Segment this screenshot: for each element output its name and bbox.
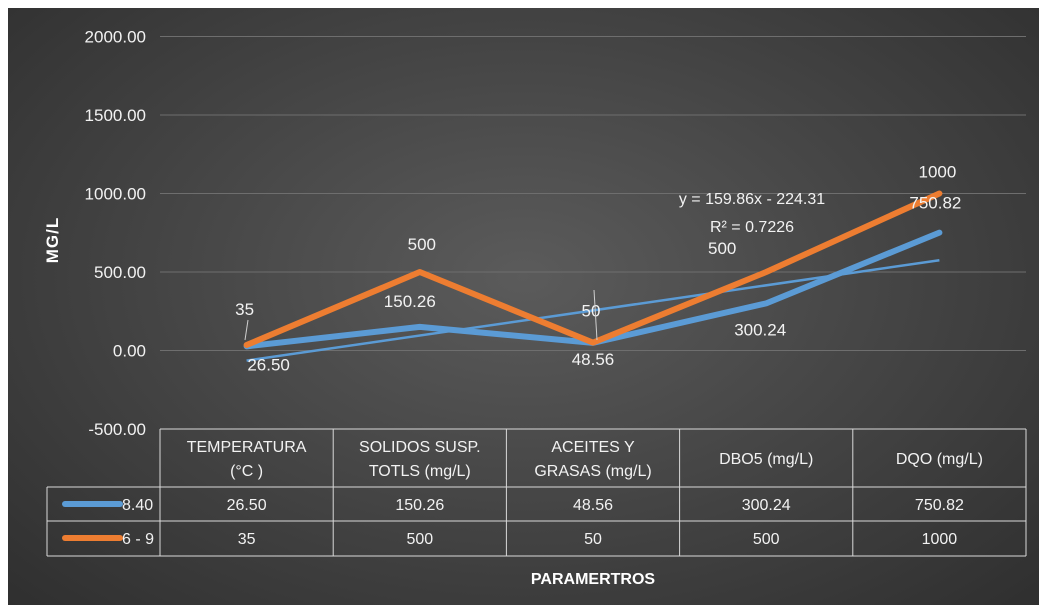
y-axis-title: MG/L — [43, 217, 62, 264]
data-label: 150.26 — [384, 292, 436, 311]
data-label: 35 — [235, 300, 254, 319]
category-label: DBO5 (mg/L) — [719, 451, 813, 468]
leader-line — [593, 289, 598, 341]
legend-label: 6 - 9 — [122, 531, 154, 548]
category-label: (°C ) — [230, 463, 263, 480]
category-label: DQO (mg/L) — [896, 451, 983, 468]
category-label: ACEITES Y — [551, 439, 635, 456]
table-value: 300.24 — [742, 497, 791, 514]
series-line-1 — [243, 229, 943, 350]
category-label: TEMPERATURA — [187, 439, 307, 456]
table-value: 750.82 — [915, 497, 964, 514]
y-tick-label: 2000.00 — [85, 28, 146, 47]
table-value: 50 — [584, 531, 602, 548]
data-label: 300.24 — [734, 320, 786, 339]
leader-line — [244, 319, 249, 341]
data-label: 26.50 — [247, 355, 290, 374]
series-line-2 — [243, 190, 943, 349]
table-value: 500 — [406, 531, 433, 548]
x-axis-title: PARAMERTROS — [531, 571, 655, 588]
y-tick-label: 1000.00 — [85, 185, 146, 204]
data-label: 50 — [582, 302, 601, 321]
legend-label: 8.40 — [122, 497, 153, 514]
trendline-equation: y = 159.86x - 224.31 — [679, 191, 825, 208]
data-label: 750.82 — [909, 194, 961, 213]
y-tick-label: 1500.00 — [85, 106, 146, 125]
table-value: 150.26 — [395, 497, 444, 514]
data-label: 500 — [408, 235, 436, 254]
y-tick-label: -500.00 — [88, 420, 146, 439]
table-value: 1000 — [922, 531, 958, 548]
category-label: SOLIDOS SUSP. — [359, 439, 481, 456]
table-value: 500 — [753, 531, 780, 548]
category-label: GRASAS (mg/L) — [534, 463, 651, 480]
data-label: 500 — [708, 239, 736, 258]
table-value: 26.50 — [227, 497, 267, 514]
category-label: TOTLS (mg/L) — [369, 463, 471, 480]
table-value: 48.56 — [573, 497, 613, 514]
data-label: 1000 — [918, 163, 956, 182]
y-tick-label: 0.00 — [113, 342, 146, 361]
chart-area — [8, 8, 1039, 605]
trendline-r-squared: R² = 0.7226 — [710, 219, 794, 236]
y-tick-label: 500.00 — [94, 263, 146, 282]
table-value: 35 — [238, 531, 256, 548]
data-label: 48.56 — [572, 350, 615, 369]
